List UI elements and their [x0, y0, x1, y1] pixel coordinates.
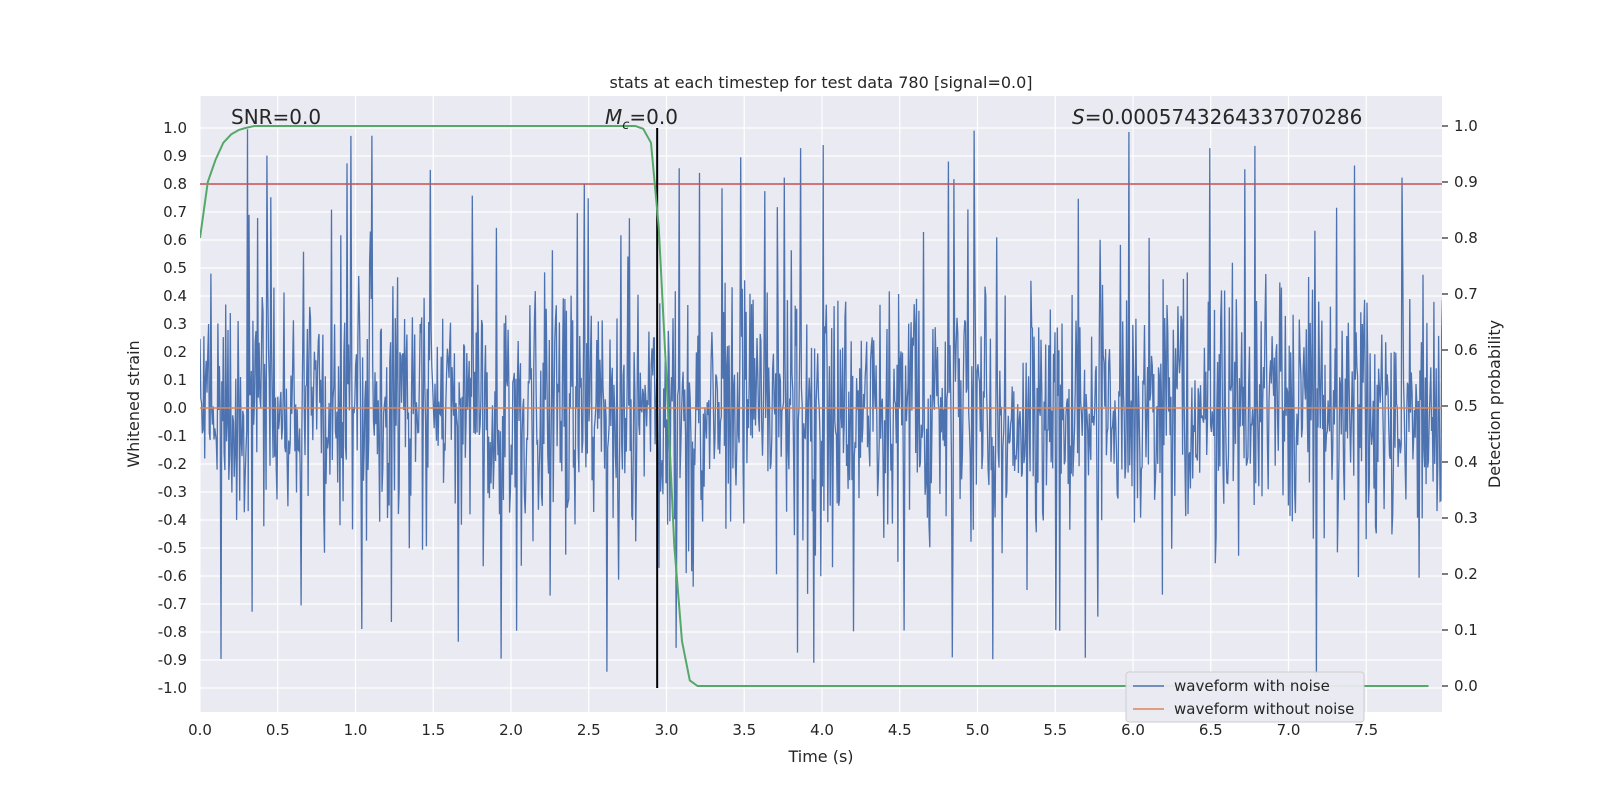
legend: waveform with noise waveform without noi…	[1125, 671, 1365, 723]
chart-title: stats at each timestep for test data 780…	[609, 73, 1032, 92]
waveform-with-noise-line	[200, 129, 1442, 677]
y-right-tick-label: 0.1	[1454, 621, 1478, 639]
y-left-tick-label: 0.3	[163, 315, 187, 333]
x-tick-label: 2.0	[499, 721, 523, 739]
y-left-tick-label: 0.9	[163, 147, 187, 165]
y-right-tick-label: 0.5	[1454, 397, 1478, 415]
y-right-tick-label: 0.4	[1454, 453, 1478, 471]
x-tick-label: 3.0	[655, 721, 679, 739]
x-tick-label: 7.0	[1277, 721, 1301, 739]
y-left-tick-label: -0.8	[158, 623, 187, 641]
detection-probability-line	[200, 125, 1429, 687]
y-right-tick-label: 0.6	[1454, 341, 1478, 359]
y-left-tick-label: -0.2	[158, 455, 187, 473]
x-tick-label: 0.5	[266, 721, 290, 739]
x-tick-label: 5.5	[1043, 721, 1067, 739]
chirp-mass-annotation: Mc=0.0	[605, 105, 678, 133]
y-right-tick-label: 1.0	[1454, 117, 1478, 135]
y-left-axis-label: Whitened strain	[124, 340, 143, 467]
s-annotation: S=0.0005743264337070286	[1072, 105, 1362, 129]
x-tick-label: 0.0	[188, 721, 212, 739]
x-tick-label: 6.0	[1121, 721, 1145, 739]
x-axis-ticks: 0.0 0.5 1.0 1.5 2.0 2.5 3.0 3.5 4.0 4.5 5.0 5.5 6.0 6…	[188, 721, 1378, 739]
y-right-tick-label: 0.9	[1454, 173, 1478, 191]
snr-annotation: SNR=0.0	[231, 105, 321, 129]
y-left-tick-label: 0.2	[163, 343, 187, 361]
legend-label-noise: waveform with noise	[1174, 677, 1330, 695]
y-right-axis-label: Detection probability	[1485, 320, 1504, 488]
y-left-tick-label: -0.5	[158, 539, 187, 557]
x-tick-label: 3.5	[732, 721, 756, 739]
legend-box	[1125, 671, 1365, 723]
legend-label-clean: waveform without noise	[1174, 700, 1354, 718]
x-tick-label: 7.5	[1354, 721, 1378, 739]
y-right-tick-label: 0.7	[1454, 285, 1478, 303]
y-left-tick-label: -0.4	[158, 511, 187, 529]
y-left-tick-label: 0.5	[163, 259, 187, 277]
x-tick-label: 4.5	[888, 721, 912, 739]
y-left-tick-label: 0.7	[163, 203, 187, 221]
x-tick-label: 5.0	[966, 721, 990, 739]
y-left-tick-label: 0.4	[163, 287, 187, 305]
y-left-tick-label: -0.6	[158, 567, 187, 585]
y-right-tick-label: 0.0	[1454, 677, 1478, 695]
y-left-tick-label: 0.0	[163, 399, 187, 417]
y-right-tick-label: 0.8	[1454, 229, 1478, 247]
y-right-axis-ticks: 1.0 0.9 0.8 0.7 0.6 0.5 0.4 0.3 0.2 0.1 0.0	[1442, 117, 1478, 695]
x-tick-label: 2.5	[577, 721, 601, 739]
x-tick-label: 4.0	[810, 721, 834, 739]
y-left-tick-label: -0.3	[158, 483, 187, 501]
y-left-tick-label: 0.1	[163, 371, 187, 389]
y-right-tick-label: 0.3	[1454, 509, 1478, 527]
x-axis-label: Time (s)	[787, 747, 853, 766]
x-tick-label: 6.5	[1199, 721, 1223, 739]
y-right-tick-label: 0.2	[1454, 565, 1478, 583]
x-tick-label: 1.5	[421, 721, 445, 739]
y-left-tick-label: 1.0	[163, 119, 187, 137]
y-left-tick-label: -0.1	[158, 427, 187, 445]
y-left-tick-label: -0.7	[158, 595, 187, 613]
x-tick-label: 1.0	[344, 721, 368, 739]
y-left-axis-ticks: 1.0 0.9 0.8 0.7 0.6 0.5 0.4 0.3 0.2 0.1 0.0 -0.1 -0.…	[158, 119, 187, 697]
y-left-tick-label: 0.8	[163, 175, 187, 193]
y-left-tick-label: 0.6	[163, 231, 187, 249]
y-left-tick-label: -1.0	[158, 679, 187, 697]
y-left-tick-label: -0.9	[158, 651, 187, 669]
